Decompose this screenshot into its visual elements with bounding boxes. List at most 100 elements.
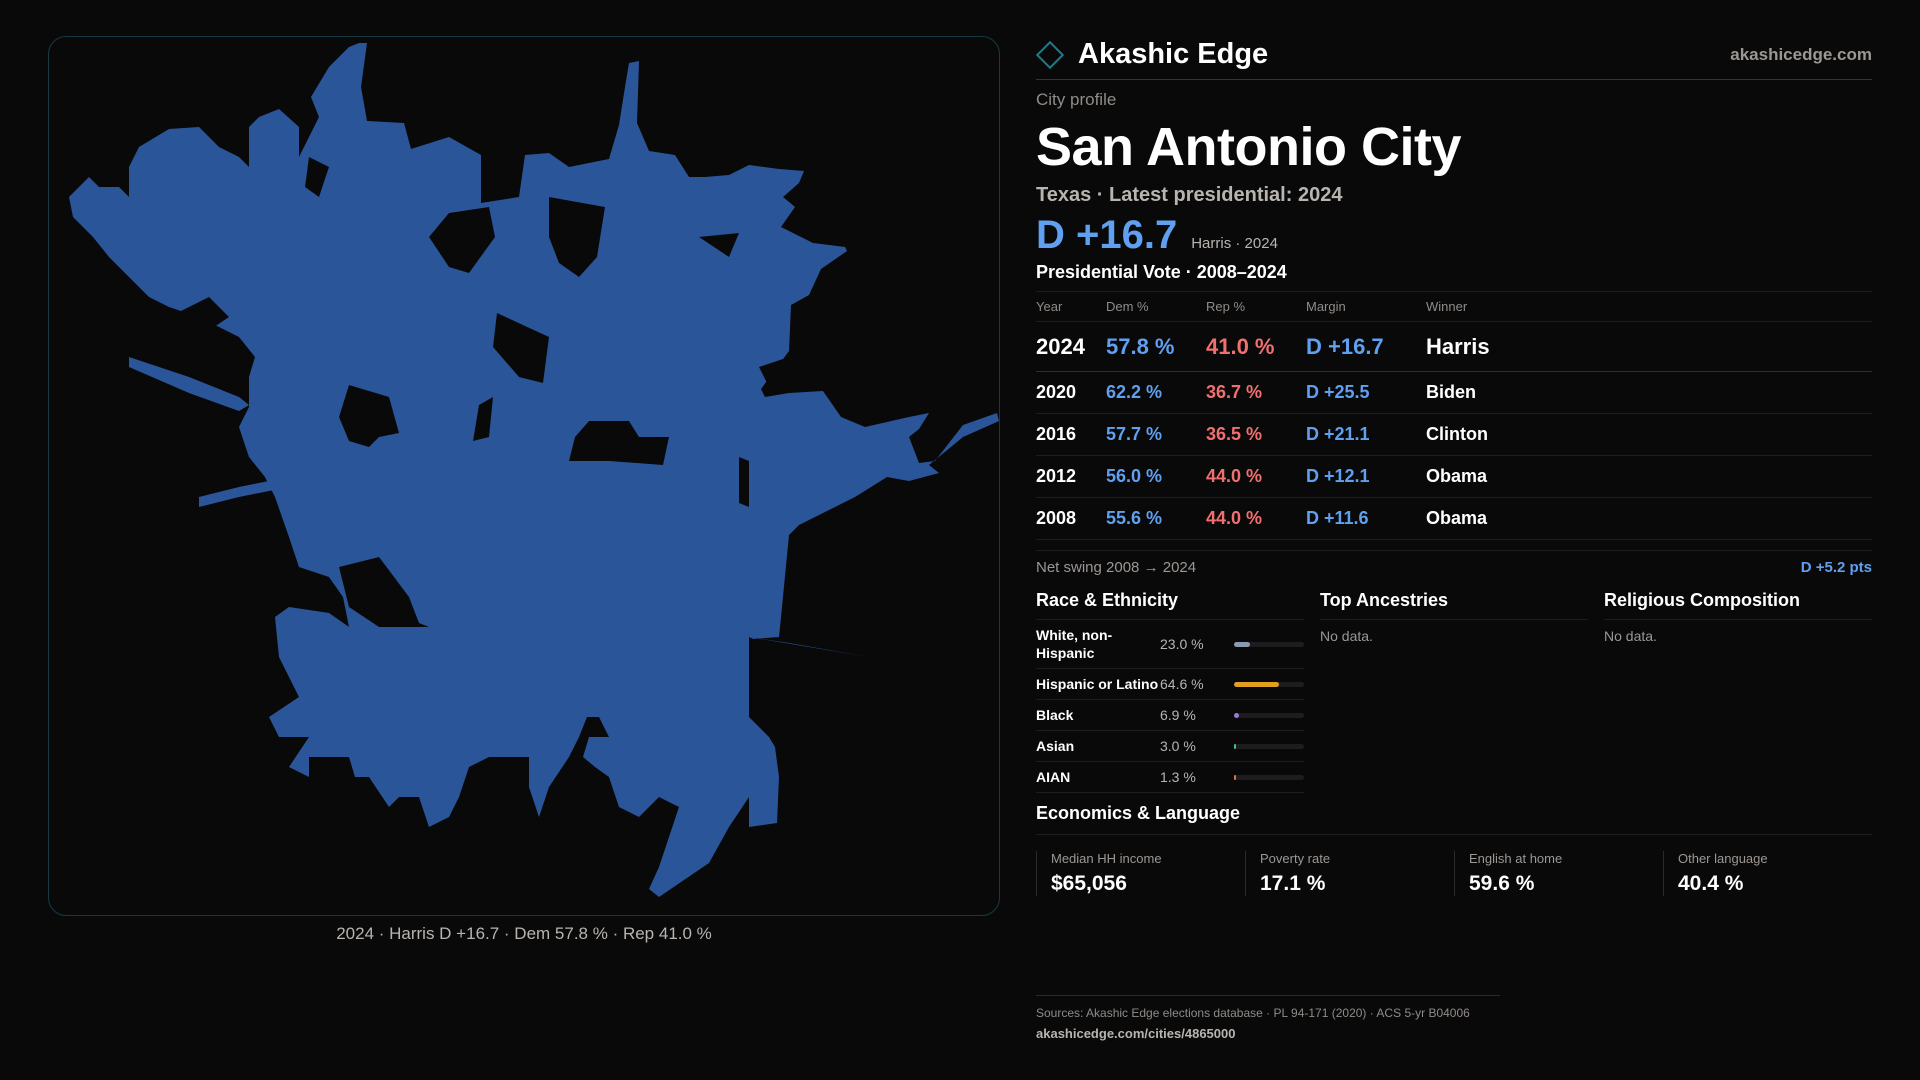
sources-footer: Sources: Akashic Edge elections database… <box>1036 995 1500 1041</box>
demographics-section: Race & Ethnicity White, non-Hispanic 23.… <box>1036 590 1872 793</box>
economics-stats: Median HH income $65,056 Poverty rate 17… <box>1036 851 1872 896</box>
race-bar-fill <box>1234 743 1237 749</box>
race-pct: 64.6 % <box>1160 676 1204 692</box>
city-profile-panel: Akashic Edge akashicedge.com City profil… <box>1035 30 1872 896</box>
religion-panel: Religious Composition No data. <box>1604 590 1872 793</box>
brand-name: Akashic Edge <box>1078 38 1269 70</box>
city-map[interactable] <box>48 36 1000 916</box>
stat-poverty-rate: Poverty rate 17.1 % <box>1245 851 1454 896</box>
cell-year: 2024 <box>1036 321 1106 372</box>
race-bar <box>1234 743 1304 749</box>
race-bar <box>1234 681 1304 687</box>
stat-value: $65,056 <box>1051 872 1127 895</box>
stat-value: 59.6 % <box>1469 872 1535 895</box>
table-row: 2012 56.0 % 44.0 % D +12.1 Obama <box>1036 455 1872 498</box>
cell-year: 2020 <box>1036 371 1106 414</box>
headline-result: D +16.7 Harris · 2024 <box>1036 213 1872 258</box>
race-bar <box>1234 774 1304 780</box>
table-row: 2020 62.2 % 36.7 % D +25.5 Biden <box>1036 371 1872 414</box>
cell-winner: Biden <box>1426 371 1872 414</box>
ancestries-panel: Top Ancestries No data. <box>1320 590 1588 793</box>
vote-section-title: Presidential Vote · 2008–2024 <box>1036 262 1287 282</box>
net-swing-label: Net swing 2008 → 2024 <box>1036 559 1197 576</box>
page-title: San Antonio City <box>1036 117 1461 177</box>
race-label: Asian <box>1036 738 1075 754</box>
economics-section-title: Economics & Language <box>1036 803 1872 835</box>
profile-subline: Texas · Latest presidential: 2024 <box>1036 184 1872 207</box>
brand[interactable]: Akashic Edge <box>1035 38 1269 71</box>
race-bar-fill <box>1234 774 1236 780</box>
race-label: Black <box>1036 707 1074 723</box>
cell-margin: D +11.6 <box>1306 497 1426 540</box>
stat-label: Median HH income <box>1051 851 1162 866</box>
latest-label: Latest presidential: 2024 <box>1109 184 1343 206</box>
religion-empty: No data. <box>1604 628 1657 644</box>
table-row: 2016 57.7 % 36.5 % D +21.1 Clinton <box>1036 413 1872 456</box>
vote-table-header: Year Dem % Rep % Margin Winner <box>1036 291 1872 322</box>
cell-margin: D +21.1 <box>1306 413 1426 456</box>
col-header-winner: Winner <box>1426 291 1872 322</box>
net-swing: Net swing 2008 → 2024 D +5.2 pts <box>1036 550 1872 576</box>
race-row: Black 6.9 % <box>1036 700 1304 731</box>
cell-rep: 41.0 % <box>1206 321 1306 372</box>
race-row: Hispanic or Latino 64.6 % <box>1036 669 1304 700</box>
race-bar-fill <box>1234 641 1251 647</box>
table-row: 2008 55.6 % 44.0 % D +11.6 Obama <box>1036 497 1872 540</box>
cell-rep: 36.5 % <box>1206 413 1306 456</box>
race-label: AIAN <box>1036 769 1071 785</box>
race-bar-fill <box>1234 681 1280 687</box>
cell-winner: Obama <box>1426 497 1872 540</box>
race-row: AIAN 1.3 % <box>1036 762 1304 793</box>
cell-winner: Harris <box>1426 321 1872 372</box>
cell-margin: D +25.5 <box>1306 371 1426 414</box>
cell-winner: Obama <box>1426 455 1872 498</box>
race-section-title: Race & Ethnicity <box>1036 590 1304 620</box>
source-url-link[interactable]: akashicedge.com/cities/4865000 <box>1036 1026 1236 1041</box>
stat-value: 17.1 % <box>1260 872 1326 895</box>
cell-winner: Clinton <box>1426 413 1872 456</box>
city-boundary-shape <box>69 43 999 897</box>
cell-dem: 55.6 % <box>1106 497 1206 540</box>
race-ethnicity-panel: Race & Ethnicity White, non-Hispanic 23.… <box>1036 590 1304 793</box>
cell-year: 2016 <box>1036 413 1106 456</box>
cell-year: 2012 <box>1036 455 1106 498</box>
cell-dem: 62.2 % <box>1106 371 1206 414</box>
headline-meta: Harris · 2024 <box>1191 235 1278 252</box>
cell-year: 2008 <box>1036 497 1106 540</box>
col-header-rep: Rep % <box>1206 291 1306 322</box>
ancestries-empty: No data. <box>1320 628 1373 644</box>
stat-other-language: Other language 40.4 % <box>1663 851 1872 896</box>
map-enclaves <box>169 157 791 627</box>
map-caption: 2024 · Harris D +16.7 · Dem 57.8 % · Rep… <box>336 924 712 943</box>
cell-dem: 56.0 % <box>1106 455 1206 498</box>
diamond-logo-icon <box>1035 40 1065 69</box>
net-swing-value: D +5.2 pts <box>1800 559 1872 576</box>
stat-label: Poverty rate <box>1260 851 1331 866</box>
race-pct: 23.0 % <box>1160 636 1204 652</box>
race-bar <box>1234 712 1304 718</box>
race-label: White, non-Hispanic <box>1036 627 1113 661</box>
race-bar-fill <box>1234 712 1239 718</box>
stat-value: 40.4 % <box>1678 872 1744 895</box>
stat-label: English at home <box>1469 851 1563 866</box>
brand-url-link[interactable]: akashicedge.com <box>1730 44 1872 64</box>
race-pct: 1.3 % <box>1160 769 1196 785</box>
race-row: Asian 3.0 % <box>1036 731 1304 762</box>
cell-rep: 44.0 % <box>1206 455 1306 498</box>
race-bar <box>1234 641 1304 647</box>
cell-dem: 57.7 % <box>1106 413 1206 456</box>
col-header-margin: Margin <box>1306 291 1426 322</box>
cell-rep: 44.0 % <box>1206 497 1306 540</box>
col-header-year: Year <box>1036 291 1106 322</box>
brand-header: Akashic Edge akashicedge.com <box>1035 30 1872 80</box>
table-row: 2024 57.8 % 41.0 % D +16.7 Harris <box>1036 321 1872 372</box>
cell-margin: D +16.7 <box>1306 321 1426 372</box>
stat-label: Other language <box>1678 851 1768 866</box>
cell-margin: D +12.1 <box>1306 455 1426 498</box>
col-header-dem: Dem % <box>1106 291 1206 322</box>
vote-table: Year Dem % Rep % Margin Winner 2024 57.8… <box>1036 291 1872 540</box>
city-boundary-map <box>69 43 999 897</box>
profile-kicker: City profile <box>1036 90 1117 109</box>
separator-dot: · <box>1096 184 1110 206</box>
headline-margin: D +16.7 <box>1036 213 1178 257</box>
